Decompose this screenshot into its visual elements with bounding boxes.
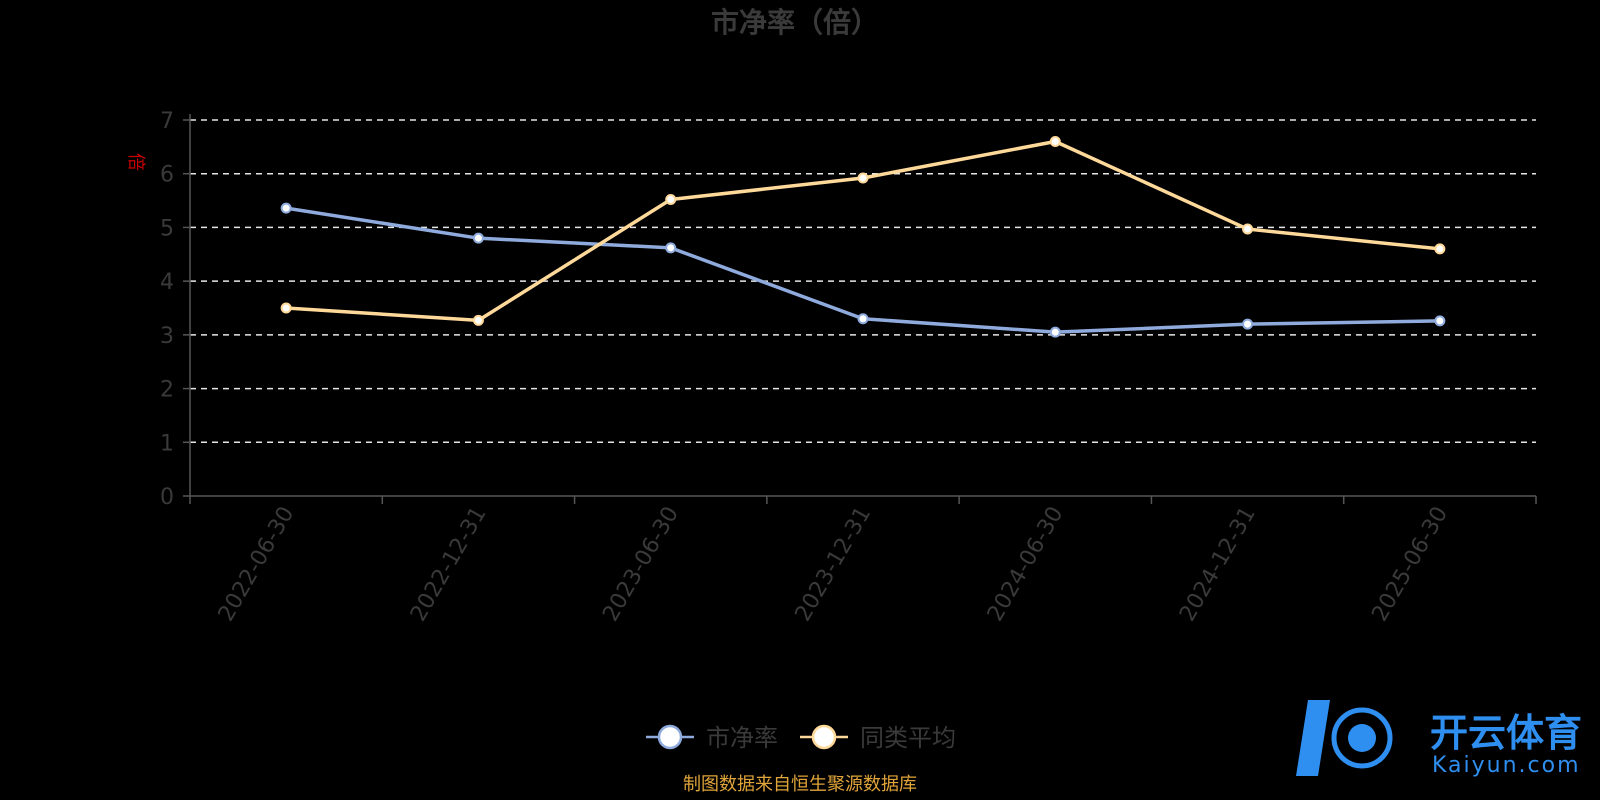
data-point[interactable]	[1049, 135, 1061, 147]
y-tick-label: 2	[160, 378, 174, 403]
x-tick-label: 2023-12-31	[791, 503, 877, 626]
data-point[interactable]	[1434, 315, 1446, 327]
chart-title: 市净率（倍）	[711, 6, 879, 39]
x-tick-label: 2022-12-31	[406, 503, 492, 626]
series-line	[286, 139, 1441, 323]
y-tick-labels: 0 1 2 3 4 5 6 7	[160, 109, 174, 510]
data-point[interactable]	[1049, 326, 1061, 338]
data-point[interactable]	[665, 193, 677, 205]
grid-lines	[190, 119, 1536, 444]
y-tick-label: 6	[160, 163, 174, 188]
x-tick-label: 2024-12-31	[1175, 503, 1261, 626]
y-tick-label: 1	[160, 431, 174, 456]
y-tick-label: 3	[160, 324, 174, 349]
data-point[interactable]	[280, 302, 292, 314]
watermark-domain: Kaiyun.com	[1432, 753, 1581, 778]
legend-item-label[interactable]: 同类平均	[860, 724, 956, 752]
data-point[interactable]	[1242, 318, 1254, 330]
y-axis-label: 倍	[125, 153, 146, 171]
source-note: 制图数据来自恒生聚源数据库	[683, 774, 917, 795]
data-point[interactable]	[857, 172, 869, 184]
x-tick-label: 2025-06-30	[1367, 503, 1453, 626]
data-point[interactable]	[472, 314, 484, 326]
soccer-ball-icon	[1348, 724, 1376, 752]
watermark-logo: 开云体育 Kaiyun.com	[1296, 700, 1582, 778]
y-tick-label: 0	[160, 485, 174, 510]
y-tick-label: 7	[160, 109, 174, 134]
x-tick-label: 2023-06-30	[598, 503, 684, 626]
legend[interactable]: 市净率 同类平均	[646, 724, 956, 752]
data-point[interactable]	[472, 232, 484, 244]
watermark-brand: 开云体育	[1430, 711, 1582, 755]
logo-k-icon	[1296, 700, 1330, 776]
logo-ring-icon	[1331, 707, 1393, 769]
y-tick-label: 5	[160, 216, 174, 241]
x-tick-label: 2024-06-30	[983, 503, 1069, 626]
legend-item-label[interactable]: 市净率	[706, 724, 778, 752]
data-point[interactable]	[665, 242, 677, 254]
legend-swatch-marker	[811, 724, 837, 750]
data-point[interactable]	[1434, 243, 1446, 255]
data-point[interactable]	[857, 313, 869, 325]
legend-swatch-marker	[657, 724, 683, 750]
series-lines	[280, 135, 1446, 338]
x-tick-label: 2022-06-30	[214, 503, 300, 626]
data-point[interactable]	[1242, 223, 1254, 235]
y-tick-label: 4	[160, 270, 174, 295]
x-tick-labels: 2022-06-30 2022-12-31 2023-06-30 2023-12-31…	[214, 503, 1453, 626]
data-point[interactable]	[280, 202, 292, 214]
axes	[183, 114, 1537, 504]
